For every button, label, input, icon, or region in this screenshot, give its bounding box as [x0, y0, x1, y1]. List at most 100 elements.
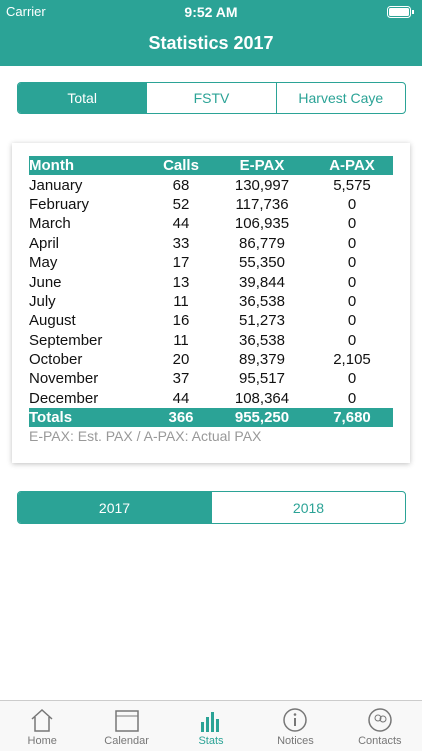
table-row: July 11 36,538 0: [29, 292, 393, 311]
stats-card: Month Calls E-PAX A-PAX January 68 130,997 5,57…: [12, 143, 410, 463]
table-cell: October: [29, 351, 83, 369]
tab-label: Notices: [277, 735, 314, 747]
table-cell: 130,997: [234, 176, 290, 194]
year-tab[interactable]: 2018: [211, 492, 405, 523]
table-cell: 0: [347, 292, 357, 310]
tab-icon: [283, 708, 308, 732]
table-cell: 0: [347, 331, 357, 349]
table-cell: 108,364: [234, 389, 290, 407]
tab-icon: [201, 712, 220, 732]
clock: 9:52 AM: [184, 4, 238, 20]
tab-label: Home: [27, 735, 57, 747]
table-row: October 20 89,379 2,105: [29, 350, 393, 369]
table-row: May 17 55,350 0: [29, 253, 393, 272]
table-cell: 5,575: [333, 176, 371, 194]
tab-bar: Home Calendar Stats Notices Contacts: [0, 700, 422, 751]
table-cell: 37: [172, 370, 190, 388]
table-cell: December: [29, 389, 99, 407]
table-cell: 44: [172, 215, 190, 233]
table-cell: March: [29, 215, 71, 233]
tab-icon: [368, 708, 392, 732]
table-cell: February: [29, 195, 90, 213]
battery-icon: [387, 6, 414, 18]
table-cell: 0: [347, 234, 357, 252]
table-cell: 68: [172, 176, 190, 194]
year-tab[interactable]: 2017: [18, 492, 211, 523]
legend-note: E-PAX: Est. PAX / A-PAX: Actual PAX: [29, 428, 262, 444]
totals-cell: 366: [168, 409, 194, 427]
table-cell: 0: [347, 312, 357, 330]
location-tab[interactable]: FSTV: [146, 83, 275, 113]
stats-table: Month Calls E-PAX A-PAX January 68 130,997 5,57…: [29, 156, 393, 428]
totals-cell: Totals: [29, 409, 73, 427]
table-cell: 95,517: [239, 370, 285, 388]
table-cell: 52: [172, 195, 190, 213]
totals-cell: 7,680: [333, 409, 371, 427]
table-cell: July: [29, 292, 56, 310]
table-row: March 44 106,935 0: [29, 214, 393, 233]
table-cell: 36,538: [239, 292, 285, 310]
table-cell: 89,379: [239, 351, 285, 369]
table-cell: 117,736: [235, 195, 289, 213]
column-header: A-PAX: [329, 157, 375, 175]
table-cell: November: [29, 370, 99, 388]
tab-label: Stats: [198, 735, 224, 747]
table-row: June 13 39,844 0: [29, 272, 393, 291]
header: Carrier 9:52 AM Statistics 2017: [0, 0, 422, 66]
table-cell: April: [29, 234, 60, 252]
tab-item[interactable]: Calendar: [84, 701, 168, 751]
table-cell: 55,350: [239, 254, 285, 272]
totals-row: Totals 366 955,250 7,680: [29, 408, 393, 428]
page-title: Statistics 2017: [148, 33, 274, 53]
tab-item[interactable]: Contacts: [338, 701, 422, 751]
table-header: Month Calls E-PAX A-PAX: [29, 156, 393, 176]
table-cell: August: [29, 312, 76, 330]
column-header: E-PAX: [239, 157, 285, 175]
table-row: September 11 36,538 0: [29, 331, 393, 350]
table-cell: 86,779: [239, 234, 285, 252]
table-cell: 0: [347, 195, 357, 213]
tab-item[interactable]: Notices: [253, 701, 337, 751]
column-header: Calls: [163, 157, 199, 175]
tab-item[interactable]: Stats: [169, 701, 253, 751]
location-selector: Total FSTV Harvest Caye: [17, 82, 406, 114]
table-cell: 0: [347, 254, 357, 272]
table-row: January 68 130,997 5,575: [29, 175, 393, 194]
table-cell: 13: [172, 273, 190, 291]
location-tab[interactable]: Harvest Caye: [275, 83, 405, 113]
column-header: Month: [29, 157, 74, 175]
tab-label: Calendar: [104, 735, 149, 747]
table-cell: June: [29, 273, 62, 291]
table-row: April 33 86,779 0: [29, 234, 393, 253]
table-cell: 33: [172, 234, 190, 252]
table-cell: 0: [347, 273, 357, 291]
tab-icon: [31, 708, 53, 732]
totals-cell: 955,250: [234, 409, 290, 427]
table-cell: 2,105: [333, 351, 371, 369]
tab-item[interactable]: Home: [0, 701, 84, 751]
table-cell: 11: [173, 331, 189, 349]
table-row: November 37 95,517 0: [29, 369, 393, 388]
table-cell: 106,935: [234, 215, 290, 233]
table-cell: 17: [172, 254, 190, 272]
tab-icon: [114, 710, 139, 732]
table-cell: 0: [347, 370, 357, 388]
table-cell: 51,273: [239, 312, 285, 330]
table-cell: 36,538: [239, 331, 285, 349]
table-row: February 52 117,736 0: [29, 195, 393, 214]
table-cell: May: [29, 254, 58, 272]
table-row: December 44 108,364 0: [29, 389, 393, 408]
table-cell: 39,844: [239, 273, 285, 291]
table-cell: 44: [172, 389, 190, 407]
table-row: August 16 51,273 0: [29, 311, 393, 330]
table-cell: 11: [173, 292, 189, 310]
table-cell: 16: [172, 312, 190, 330]
table-cell: 0: [347, 215, 357, 233]
table-cell: 20: [172, 351, 190, 369]
tab-label: Contacts: [358, 735, 402, 747]
table-cell: 0: [347, 389, 357, 407]
table-cell: January: [29, 176, 83, 194]
carrier: Carrier: [6, 4, 46, 19]
location-tab[interactable]: Total: [18, 83, 147, 113]
